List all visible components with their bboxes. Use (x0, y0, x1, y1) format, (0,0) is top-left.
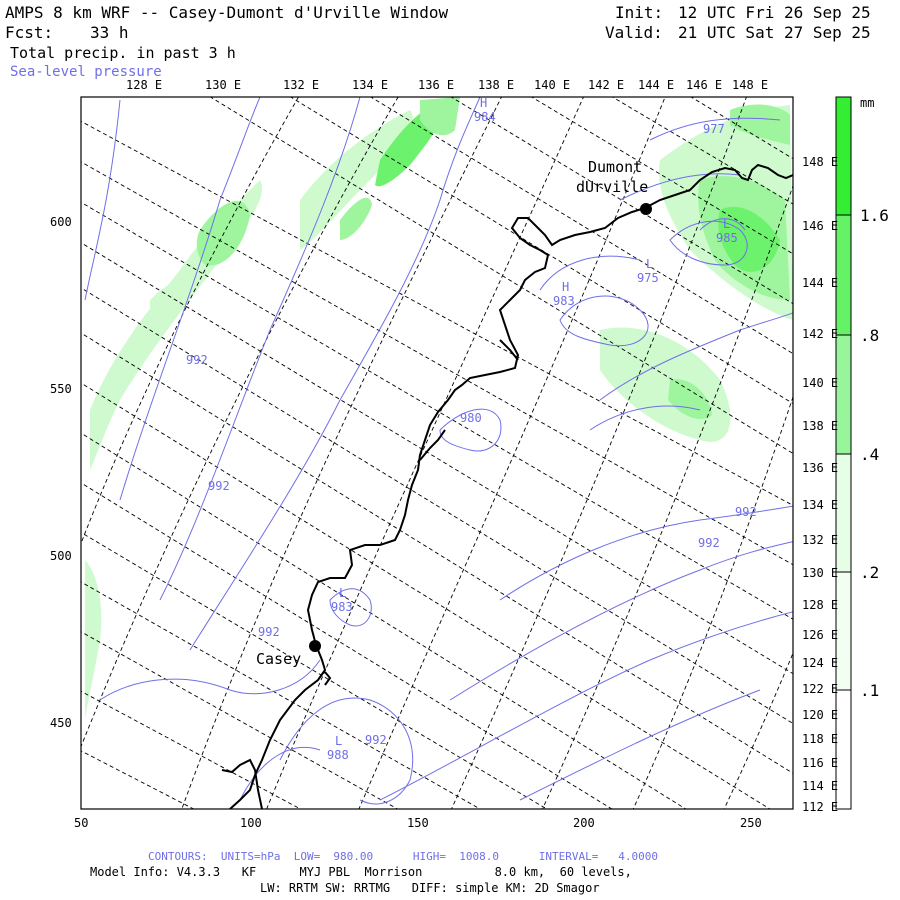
right-lon-label: 134 E (802, 498, 839, 512)
pressure-center-label: H (562, 280, 570, 294)
right-lon-label: 138 E (802, 419, 839, 433)
right-lon-label: 122 E (802, 682, 839, 696)
field-label: Total precip. in past 3 h (10, 44, 236, 62)
pressure-value-label: 992 (735, 505, 757, 519)
dumont-station-marker (640, 203, 652, 215)
model-info: Model Info: V4.3.3 KF MYJ PBL Morrison 8… (90, 865, 632, 879)
pressure-value-label: 992 (258, 625, 280, 639)
coastline (221, 163, 793, 809)
top-lon-label: 140 E (534, 78, 571, 92)
top-lon-label: 138 E (478, 78, 515, 92)
init-value: 12 UTC Fri 26 Sep 25 (678, 3, 871, 22)
x-axis-label: 100 (240, 816, 262, 830)
pressure-value-label: 984 (474, 110, 496, 124)
colorbar-label: .1 (860, 681, 880, 700)
y-axis-label: 450 (50, 716, 72, 730)
pressure-value-label: 983 (331, 600, 353, 614)
x-axis-label: 50 (74, 816, 89, 830)
map-title: AMPS 8 km WRF -- Casey-Dumont d'Urville … (5, 3, 449, 22)
y-axis-label: 550 (50, 382, 72, 396)
right-lon-label: 126 E (802, 628, 839, 642)
top-lon-label: 136 E (418, 78, 455, 92)
pressure-value-label: 988 (327, 748, 349, 762)
right-lon-label: 132 E (802, 533, 839, 547)
right-lon-label: 124 E (802, 656, 839, 670)
y-axis-label: 500 (50, 549, 72, 563)
pressure-value-label: 975 (637, 271, 659, 285)
right-lon-label: 144 E (802, 276, 839, 290)
forecast-value: 33 h (90, 23, 129, 42)
top-lon-label: 132 E (283, 78, 320, 92)
top-lon-label: 148 E (732, 78, 769, 92)
pressure-value-label: 983 (553, 294, 575, 308)
pressure-center-label: L (339, 586, 347, 600)
colorbar-segment-1.6 (836, 97, 851, 215)
pressure-value-label: 977 (703, 122, 725, 136)
colorbar-label: .4 (860, 445, 880, 464)
right-lon-label: 146 E (802, 219, 839, 233)
right-lon-label: 148 E (802, 155, 839, 169)
right-lon-label: 140 E (802, 376, 839, 390)
physics-info: LW: RRTM SW: RRTMG DIFF: simple KM: 2D S… (260, 881, 600, 895)
latlon-grid (81, 97, 793, 809)
right-lon-label: 114 E (802, 779, 839, 793)
map-frame (80, 96, 794, 810)
right-lon-label: 142 E (802, 327, 839, 341)
colorbar-segment-0.2 (836, 454, 851, 572)
right-lon-label: 136 E (802, 461, 839, 475)
pressure-value-label: 980 (460, 411, 482, 425)
top-lon-label: 134 E (352, 78, 389, 92)
pressure-value-label: 992 (208, 479, 230, 493)
y-axis-label: 600 (50, 215, 72, 229)
colorbar-label: .2 (860, 563, 880, 582)
pressure-center-label: L (335, 734, 343, 748)
pressure-contours (84, 97, 793, 805)
top-lon-label: 144 E (638, 78, 675, 92)
colorbar-label: .8 (860, 326, 880, 345)
valid-value: 21 UTC Sat 27 Sep 25 (678, 23, 871, 42)
pressure-center-label: H (480, 96, 488, 110)
pressure-center-label: L (646, 257, 654, 271)
valid-label: Valid: (605, 23, 663, 42)
overlay-label: Sea-level pressure (10, 64, 162, 80)
colorbar-unit: mm (860, 96, 875, 110)
colorbar-segment-0.4 (836, 335, 851, 454)
right-lon-label: 120 E (802, 708, 839, 722)
right-lon-label: 128 E (802, 598, 839, 612)
right-lon-label: 118 E (802, 732, 839, 746)
pressure-value-label: 992 (698, 536, 720, 550)
colorbar-segment-blank (836, 690, 851, 809)
x-axis-label: 250 (740, 816, 762, 830)
top-lon-label: 130 E (205, 78, 242, 92)
dumont-label-line2: dUrville (576, 178, 649, 196)
x-axis-label: 200 (573, 816, 595, 830)
top-lon-label: 142 E (588, 78, 625, 92)
right-lon-label: 112 E (802, 800, 839, 814)
pressure-value-label: 992 (186, 353, 208, 367)
casey-station-marker (309, 640, 321, 652)
pressure-value-label: 992 (365, 733, 387, 747)
dumont-label-line1: Dumont (588, 158, 643, 176)
colorbar-label: 1.6 (860, 206, 889, 225)
contour-info: CONTOURS: UNITS=hPa LOW= 980.00 HIGH= 10… (148, 850, 658, 863)
precip-colorbar (835, 96, 852, 810)
colorbar-segment-0.1 (836, 572, 851, 690)
top-lon-label: 146 E (686, 78, 723, 92)
colorbar-segment-0.8 (836, 215, 851, 335)
pressure-center-label: L (723, 217, 731, 231)
right-lon-label: 130 E (802, 566, 839, 580)
x-axis-label: 150 (407, 816, 429, 830)
init-label: Init: (615, 3, 664, 22)
forecast-label: Fcst: (5, 23, 54, 42)
casey-label: Casey (256, 650, 302, 668)
precip-shading (85, 97, 793, 720)
right-lon-label: 116 E (802, 756, 839, 770)
pressure-value-label: 985 (716, 231, 738, 245)
top-lon-label: 128 E (126, 78, 163, 92)
